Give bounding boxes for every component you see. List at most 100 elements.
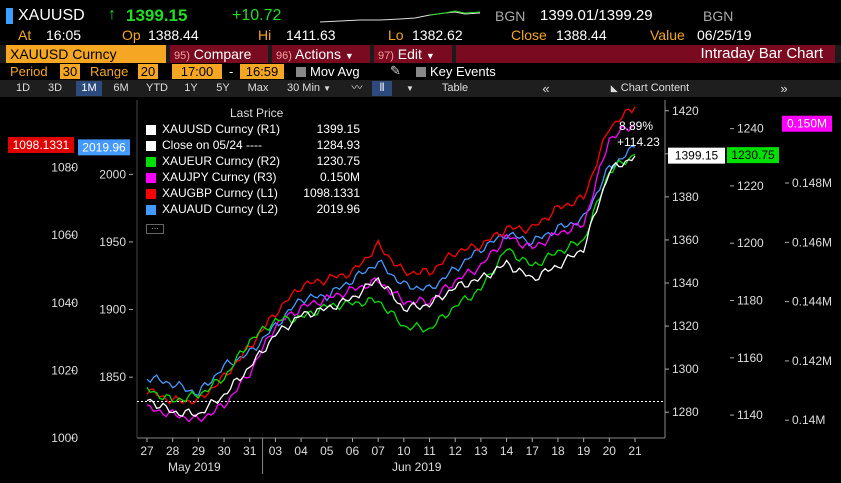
ticker-color-marker [6,8,13,24]
last-price: 1399.15 [126,6,188,25]
right-axis-r3: 0.14M 0.142M 0.144M 0.146M 0.148M [785,176,832,427]
chevron-down-icon[interactable]: ▼ [406,84,414,93]
collapse-left-icon[interactable]: « [542,81,550,96]
chart-toolbar: 1D 3D 1M 6M YTD 1Y 5Y Max 30 Min ▼ 〰 ⫴ ▼… [0,80,841,97]
actions-button[interactable]: 96) Actions ▼ [272,45,370,63]
mov-avg-checkbox[interactable] [296,67,306,77]
bar-chart-icon[interactable]: ⫴ [372,81,392,96]
chevron-down-icon: ▼ [344,51,354,61]
edit-num: 97) [378,50,394,62]
interval-value: 30 Min [286,82,321,94]
legend-item[interactable]: XAUEUR Curncy (R2) 1230.75 [146,154,374,170]
legend-item[interactable]: XAUGBP Curncy (L1) 1098.1331 [146,186,374,202]
month-label-jun: Jun 2019 [392,460,442,474]
axis-tick-label: 0.146M [792,235,832,249]
eur-value-tag-bg [727,147,779,164]
at-label: At [18,27,32,43]
range-3d-button[interactable]: 3D [47,82,63,94]
axis-tick-label: 1320 [672,319,699,333]
range-max-button[interactable]: Max [247,82,269,94]
bid-ask-source: BGN [703,8,734,24]
quote-header: XAUUSD ↑ 1399.15 +10.72 BGN 1399.01/1399… [0,6,841,26]
compare-button[interactable]: 95) Compare [170,45,268,63]
range-5y-button[interactable]: 5Y [216,82,230,94]
x-tick-label: 29 [192,444,206,458]
chart-content-icon: ◣ [610,83,618,93]
jpy-value-tag: 0.150M [787,117,827,131]
table-button[interactable]: Table [441,82,469,94]
range-1m-button[interactable]: 1M [76,81,102,96]
legend-item[interactable]: XAUAUD Curncy (L2) 2019.96 [146,202,374,218]
legend[interactable]: Last Price XAUUSD Curncy (R1) 1399.15 Clos… [140,104,376,238]
time-from-field[interactable]: 17:00 [172,64,222,79]
usd-value-tag: 1399.15 [675,149,719,163]
axis-tick-label: 1280 [672,405,699,419]
range-1y-button[interactable]: 1Y [184,82,198,94]
series-line-xaujpy [146,123,636,423]
low-label: Lo [388,27,404,43]
left-axis-l2: 1850 1900 1950 2000 [99,167,133,384]
time-to-field[interactable]: 16:59 [240,64,284,79]
expand-right-icon[interactable]: » [780,81,788,96]
legend-label: XAUGBP Curncy (L1) [162,186,278,200]
axis-tick-label: 1340 [672,276,699,290]
range-6m-button[interactable]: 6M [113,82,129,94]
key-events-checkbox[interactable] [416,67,426,77]
legend-swatch [146,205,156,215]
actions-label: Actions [295,46,341,62]
jpy-value-tag-bg [782,115,832,132]
period-field[interactable]: 30 [60,64,80,79]
axis-tick-label: 1380 [672,190,699,204]
gridlines [136,100,666,439]
legend-value: 1230.75 [316,154,360,168]
key-events-label: Key Events [430,64,496,79]
security-field[interactable]: XAUUSD Curncy [6,45,166,63]
chart-content-label: Chart Content [620,82,690,94]
legend-item[interactable]: Close on 05/24 ---- 1284.93 [146,138,374,154]
axis-tick-label: 1900 [99,303,126,317]
chart-content-button[interactable]: ◣ Chart Content [600,81,700,96]
line-chart-icon[interactable]: 〰 [351,82,363,94]
x-tick-label: 11 [423,444,436,458]
close-value: 1388.44 [556,27,607,43]
range-field[interactable]: 20 [138,64,158,79]
aud-value-tag: 2019.96 [82,140,126,154]
axis-tick-label: 1220 [737,179,764,193]
x-tick-label: 12 [449,444,463,458]
x-tick-label: 19 [577,444,591,458]
interval-select[interactable]: 30 Min ▼ [280,81,338,96]
axis-tick-label: 1020 [51,363,78,377]
edit-button[interactable]: 97) Edit ▼ [374,45,452,63]
range-ytd-button[interactable]: YTD [146,82,168,94]
legend-item[interactable]: XAUJPY Curncy (R3) 0.150M [146,170,374,186]
legend-label: XAUUSD Curncy (R1) [162,122,281,136]
legend-swatch [146,141,156,151]
legend-swatch [146,157,156,167]
value-date-label: Value [650,27,685,43]
x-tick-label: 28 [166,444,180,458]
x-tick-label: 06 [346,444,360,458]
ohlc-bar: At 16:05 Op 1388.44 Hi 1411.63 Lo 1382.6… [0,27,841,45]
x-tick-label: 13 [474,444,488,458]
eur-value-tag: 1230.75 [731,148,775,162]
axis-tick-label: 1850 [99,370,126,384]
ticker-symbol[interactable]: XAUUSD [18,7,85,24]
menu-bar: XAUUSD Curncy 95) Compare 96) Actions ▼ … [0,45,841,63]
chevron-down-icon: ▼ [425,51,435,61]
chart-title: Intraday Bar Chart [456,45,835,63]
pencil-icon[interactable]: ✎ [390,63,401,78]
range-1d-button[interactable]: 1D [15,82,31,94]
legend-options-icon[interactable]: ⋯ [146,224,164,234]
axis-tick-label: 0.142M [792,354,832,368]
high-value: 1411.63 [286,27,336,43]
legend-label: Close on 05/24 ---- [162,138,263,152]
abs-change-label: +114.23 [617,135,660,149]
series-line-xaueur [146,153,636,403]
aud-value-tag-bg [78,139,130,156]
axis-tick-label: 1360 [672,233,699,247]
legend-item[interactable]: XAUUSD Curncy (R1) 1399.15 [146,122,374,138]
x-tick-label: 10 [397,444,411,458]
right-axis-r2: 1140 1160 1180 1200 1220 1240 [730,122,764,422]
sparkline [320,10,480,23]
